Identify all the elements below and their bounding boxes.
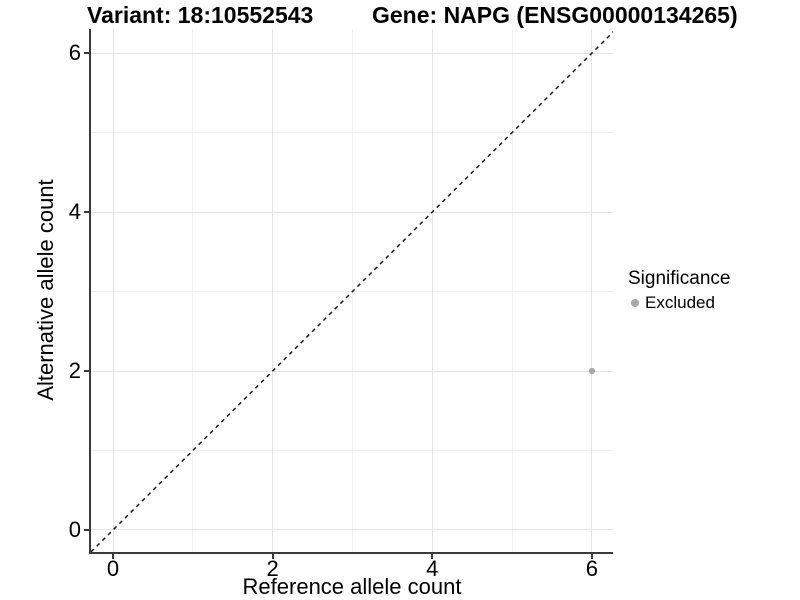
x-tick-mark <box>590 554 593 559</box>
data-point <box>588 367 596 375</box>
legend: Significance Excluded <box>628 268 730 313</box>
y-tick-mark <box>84 370 89 373</box>
x-tick-mark <box>431 554 434 559</box>
x-axis-title: Reference allele count <box>242 574 462 599</box>
legend-item-excluded: Excluded <box>631 293 730 313</box>
panel-canvas <box>91 31 613 552</box>
legend-key-dot-icon <box>631 299 639 307</box>
legend-item-label: Excluded <box>645 293 715 312</box>
x-tick-mark <box>112 554 115 559</box>
y-tick-label: 2 <box>68 358 81 384</box>
legend-title: Significance <box>628 268 731 289</box>
y-tick-mark <box>84 211 89 214</box>
x-tick-label: 0 <box>106 556 120 581</box>
x-tick-label: 6 <box>585 556 599 581</box>
x-tick-label: 4 <box>426 556 439 581</box>
y-tick-mark <box>84 52 89 55</box>
identity-dashed-line <box>91 31 613 552</box>
x-tick-mark <box>271 554 274 559</box>
plot-panel <box>89 29 613 554</box>
y-axis-title: Alternative allele count <box>33 179 58 401</box>
y-tick-label: 6 <box>68 40 81 66</box>
y-tick-label: 0 <box>68 516 81 542</box>
plot-title-gene: Gene: NAPG (ENSG00000134265) <box>372 2 738 28</box>
y-tick-label: 4 <box>68 199 81 225</box>
x-tick-label: 2 <box>266 556 279 581</box>
plot-title-variant: Variant: 18:10552543 <box>87 2 314 28</box>
y-tick-mark <box>84 528 89 531</box>
